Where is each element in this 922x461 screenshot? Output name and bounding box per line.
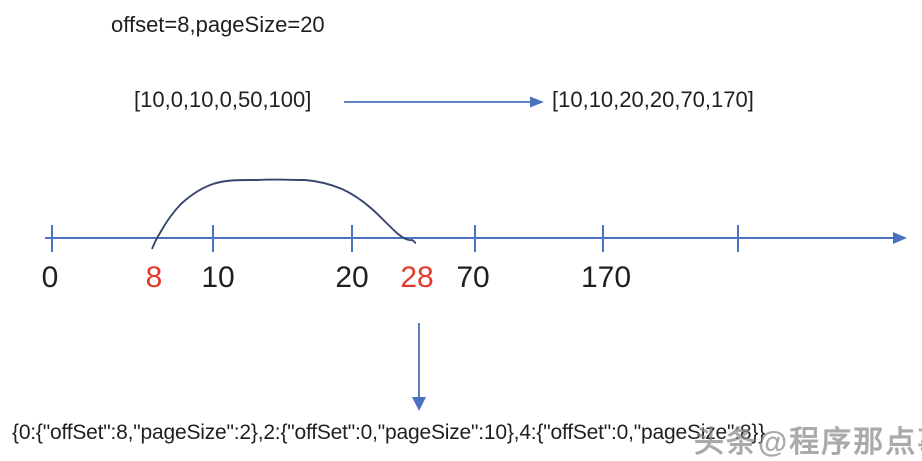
axis-label-highlighted: 28 (400, 261, 434, 294)
axis-label-highlighted: 8 (145, 261, 163, 294)
axis-ticks (51, 225, 739, 252)
page-title: offset=8,pageSize=20 (111, 12, 325, 37)
result-array-label: [10,10,20,20,70,170] (552, 87, 754, 112)
range-arc (151, 178, 417, 250)
source-array-label: [10,0,10,0,50,100] (134, 87, 312, 112)
axis-label: 170 (580, 261, 632, 294)
axis-label: 20 (335, 261, 369, 294)
down-arrow-icon (412, 323, 426, 411)
watermark: 头条@程序那点事 (694, 426, 922, 459)
number-line-axis (45, 225, 907, 252)
right-arrow-icon (344, 96, 544, 108)
axis-label: 10 (201, 261, 235, 294)
segment-mapping-text: {0:{"offSet":8,"pageSize":2},2:{"offSet"… (12, 421, 766, 444)
axis-label: 70 (456, 261, 490, 294)
axis-label: 0 (41, 261, 59, 294)
